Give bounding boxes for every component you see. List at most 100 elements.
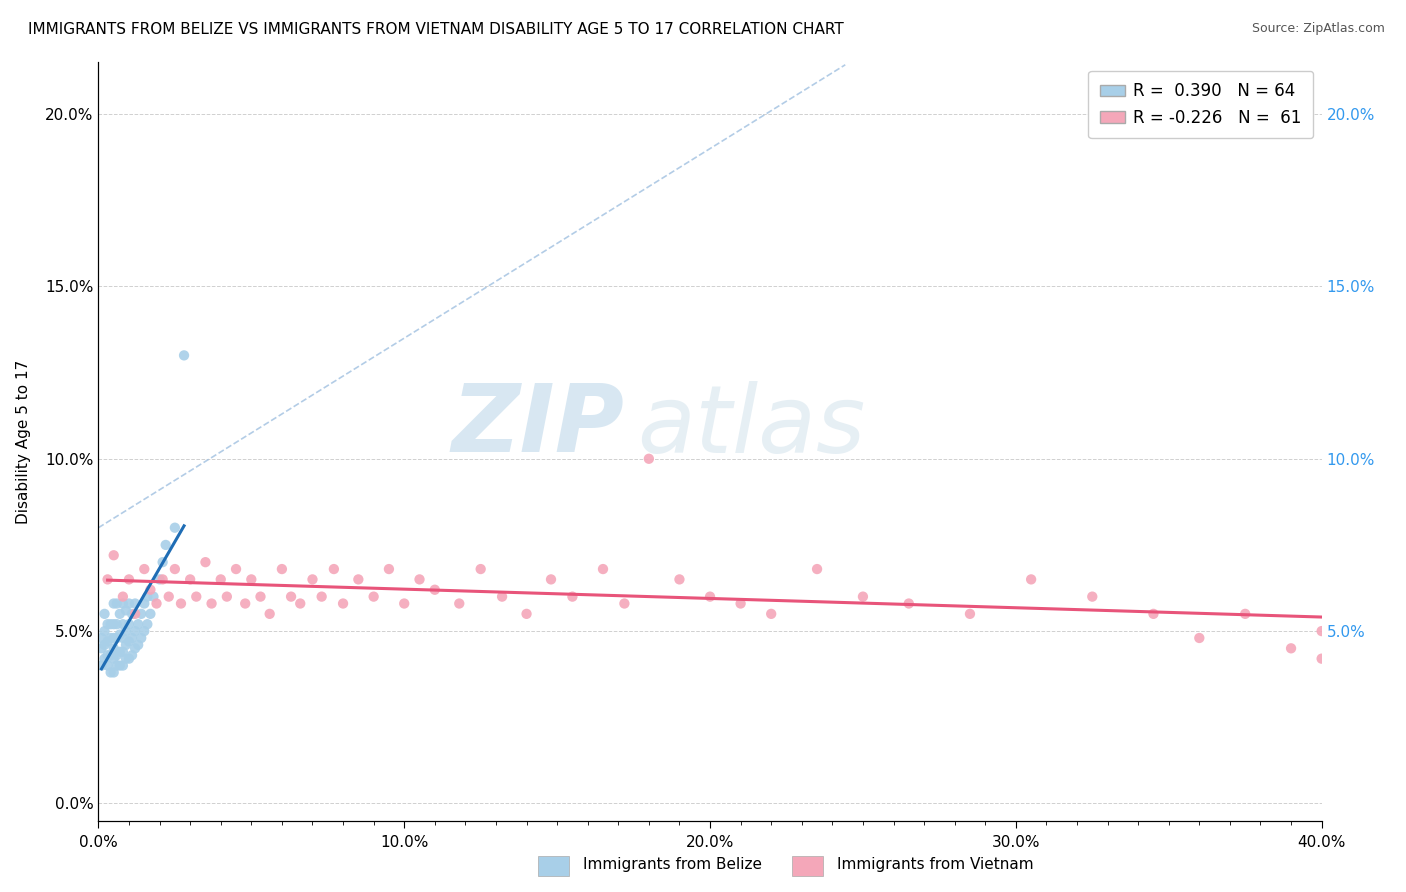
- Point: [392, 597, 416, 611]
- Point: [108, 645, 131, 659]
- Point: [179, 573, 201, 587]
- Point: [259, 607, 281, 621]
- Point: [152, 555, 174, 569]
- Point: [105, 597, 128, 611]
- Point: [173, 348, 195, 362]
- Point: [100, 631, 122, 645]
- Point: [100, 617, 122, 632]
- Point: [134, 597, 156, 611]
- Point: [470, 562, 492, 576]
- Point: [186, 590, 208, 604]
- Point: [668, 573, 690, 587]
- Y-axis label: Disability Age 5 to 17: Disability Age 5 to 17: [17, 359, 31, 524]
- Text: IMMIGRANTS FROM BELIZE VS IMMIGRANTS FROM VIETNAM DISABILITY AGE 5 TO 17 CORRELA: IMMIGRANTS FROM BELIZE VS IMMIGRANTS FRO…: [28, 22, 844, 37]
- Point: [103, 597, 125, 611]
- Point: [142, 590, 165, 604]
- Point: [97, 648, 120, 663]
- Point: [592, 562, 614, 576]
- Point: [108, 627, 131, 641]
- Point: [730, 597, 752, 611]
- Point: [118, 651, 141, 665]
- Point: [363, 590, 385, 604]
- Point: [311, 590, 333, 604]
- Point: [1081, 590, 1104, 604]
- Point: [103, 631, 125, 645]
- Point: [1279, 641, 1302, 656]
- Point: [108, 658, 131, 673]
- Point: [378, 562, 401, 576]
- Point: [139, 582, 162, 597]
- Point: [118, 573, 141, 587]
- Point: [111, 617, 134, 632]
- Point: [1310, 651, 1333, 665]
- Point: [111, 597, 134, 611]
- Point: [118, 617, 141, 632]
- Point: [105, 648, 128, 663]
- Point: [280, 590, 302, 604]
- Point: [233, 597, 256, 611]
- Point: [118, 634, 141, 648]
- Point: [897, 597, 920, 611]
- Point: [115, 603, 138, 617]
- Point: [1019, 573, 1042, 587]
- Point: [103, 548, 125, 563]
- Point: [759, 607, 782, 621]
- Point: [103, 617, 125, 632]
- Point: [613, 597, 636, 611]
- Point: [136, 590, 159, 604]
- Point: [699, 590, 721, 604]
- Point: [249, 590, 271, 604]
- Point: [134, 562, 156, 576]
- Point: [806, 562, 828, 576]
- Point: [408, 573, 430, 587]
- Point: [100, 665, 122, 680]
- Point: [157, 590, 180, 604]
- Point: [100, 648, 122, 663]
- Point: [240, 573, 263, 587]
- Point: [105, 658, 128, 673]
- Text: Immigrants from Vietnam: Immigrants from Vietnam: [837, 857, 1033, 872]
- Point: [332, 597, 354, 611]
- Point: [449, 597, 471, 611]
- Point: [347, 573, 370, 587]
- Point: [108, 607, 131, 621]
- Point: [97, 573, 120, 587]
- Point: [111, 645, 134, 659]
- Point: [215, 590, 238, 604]
- Point: [145, 597, 167, 611]
- Point: [90, 641, 112, 656]
- Point: [561, 590, 583, 604]
- Point: [90, 631, 112, 645]
- Point: [1310, 624, 1333, 639]
- Point: [93, 607, 115, 621]
- Point: [93, 624, 115, 639]
- Point: [97, 634, 120, 648]
- Point: [959, 607, 981, 621]
- Point: [103, 641, 125, 656]
- Point: [423, 582, 446, 597]
- Point: [121, 631, 143, 645]
- Text: atlas: atlas: [637, 381, 865, 472]
- Point: [290, 597, 312, 611]
- Point: [105, 617, 128, 632]
- Point: [124, 624, 146, 639]
- Point: [852, 590, 875, 604]
- Point: [115, 624, 138, 639]
- Point: [124, 597, 146, 611]
- Point: [209, 573, 232, 587]
- Point: [134, 624, 156, 639]
- Point: [127, 617, 149, 632]
- Point: [270, 562, 292, 576]
- Point: [105, 631, 128, 645]
- Point: [637, 451, 661, 466]
- Point: [225, 562, 247, 576]
- Point: [152, 573, 174, 587]
- Point: [139, 607, 162, 621]
- Point: [97, 617, 120, 632]
- Point: [115, 638, 138, 652]
- Point: [93, 651, 115, 665]
- Point: [516, 607, 538, 621]
- Point: [121, 607, 143, 621]
- Point: [124, 607, 146, 621]
- Point: [111, 658, 134, 673]
